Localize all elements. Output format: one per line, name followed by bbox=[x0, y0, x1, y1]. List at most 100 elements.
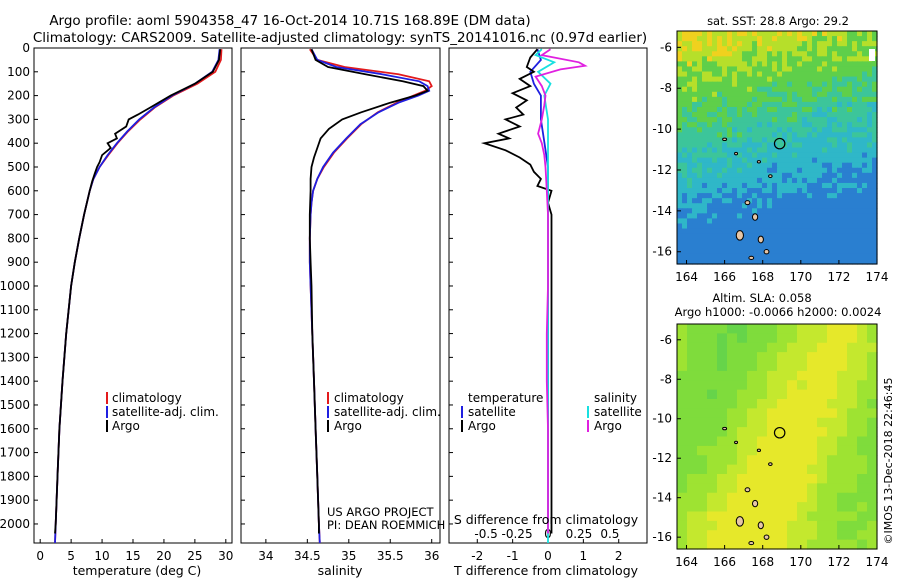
map-cell bbox=[732, 76, 738, 83]
map-cell bbox=[727, 408, 738, 419]
lat-tick-label: -8 bbox=[660, 372, 672, 386]
map-cell bbox=[867, 117, 873, 123]
map-cell bbox=[722, 233, 728, 240]
map-cell bbox=[697, 389, 708, 400]
map-cell bbox=[807, 218, 813, 225]
map-cell bbox=[677, 188, 683, 194]
map-cell bbox=[797, 427, 808, 438]
map-cell bbox=[797, 117, 803, 123]
map-cell bbox=[822, 238, 828, 245]
map-cell bbox=[717, 31, 723, 37]
map-cell bbox=[832, 167, 838, 174]
map-cell bbox=[757, 258, 763, 265]
map-cell bbox=[752, 198, 758, 204]
map-cell bbox=[737, 213, 743, 220]
map-cell bbox=[767, 464, 778, 475]
map-cell bbox=[797, 193, 803, 199]
map-cell bbox=[692, 112, 698, 118]
map-cell bbox=[712, 61, 718, 68]
map-cell bbox=[762, 106, 768, 113]
map-cell bbox=[802, 31, 808, 37]
map-cell bbox=[767, 370, 778, 381]
map-cell bbox=[757, 152, 763, 159]
lon-tick-label: 168 bbox=[751, 555, 774, 569]
map-cell bbox=[792, 86, 798, 93]
map-cell bbox=[682, 61, 688, 68]
map-cell bbox=[742, 81, 748, 88]
map-cell bbox=[697, 172, 703, 179]
map-cell bbox=[782, 203, 788, 209]
depth-tick-label: 1400 bbox=[0, 374, 30, 388]
map-cell bbox=[787, 198, 793, 204]
depth-tick-label: 1700 bbox=[0, 446, 30, 460]
map-cell bbox=[817, 445, 828, 456]
map-cell bbox=[712, 101, 718, 108]
map-cell bbox=[822, 213, 828, 220]
map-cell bbox=[762, 56, 768, 62]
map-cell bbox=[827, 147, 833, 154]
map-cell bbox=[747, 81, 753, 88]
map-cell bbox=[757, 46, 763, 52]
map-cell bbox=[837, 66, 843, 73]
map-cell bbox=[822, 152, 828, 159]
map-cell bbox=[872, 208, 878, 214]
map-cell bbox=[802, 46, 808, 52]
map-cell bbox=[687, 167, 693, 174]
map-cell bbox=[757, 41, 763, 47]
map-cell bbox=[762, 253, 768, 260]
map-cell bbox=[797, 122, 803, 128]
map-cell bbox=[747, 162, 753, 169]
map-cell bbox=[827, 492, 838, 503]
map-cell bbox=[777, 91, 783, 98]
island-shape bbox=[734, 440, 739, 445]
map-cell bbox=[852, 132, 858, 138]
map-cell bbox=[727, 147, 733, 154]
map-cell bbox=[742, 56, 748, 62]
map-cell bbox=[707, 198, 713, 204]
map-cell bbox=[722, 218, 728, 225]
map-cell bbox=[697, 91, 703, 98]
salinity-panel-frame bbox=[240, 47, 441, 544]
map-cell bbox=[757, 61, 763, 68]
map-cell bbox=[737, 167, 743, 174]
map-cell bbox=[737, 380, 748, 391]
map-cell bbox=[737, 361, 748, 372]
map-cell bbox=[827, 172, 833, 179]
map-cell bbox=[862, 91, 868, 98]
map-cell bbox=[702, 137, 708, 144]
map-cell bbox=[847, 352, 858, 363]
map-cell bbox=[782, 213, 788, 220]
map-cell bbox=[787, 233, 793, 240]
map-cell bbox=[782, 41, 788, 47]
map-cell bbox=[767, 112, 773, 118]
map-cell bbox=[802, 162, 808, 169]
map-cell bbox=[682, 106, 688, 113]
map-cell bbox=[737, 474, 748, 484]
map-cell bbox=[837, 333, 848, 344]
map-cell bbox=[742, 101, 748, 108]
map-cell bbox=[832, 91, 838, 98]
map-cell bbox=[762, 112, 768, 118]
map-cell bbox=[827, 223, 833, 230]
map-cell bbox=[772, 248, 778, 255]
map-cell bbox=[702, 253, 708, 260]
map-cell bbox=[692, 147, 698, 154]
map-cell bbox=[707, 132, 713, 138]
map-cell bbox=[732, 172, 738, 179]
map-cell bbox=[867, 31, 873, 37]
map-cell bbox=[837, 117, 843, 123]
map-cell bbox=[857, 81, 863, 88]
map-cell bbox=[787, 177, 793, 184]
map-cell bbox=[732, 112, 738, 118]
map-cell bbox=[842, 172, 848, 179]
argo-float-marker bbox=[773, 137, 786, 150]
map-cell bbox=[692, 132, 698, 138]
map-cell bbox=[812, 127, 818, 133]
lon-tick-label: 170 bbox=[789, 555, 812, 569]
x-tick-label: 36 bbox=[424, 549, 439, 563]
map-cell bbox=[742, 137, 748, 144]
map-cell bbox=[832, 198, 838, 204]
map-cell bbox=[742, 122, 748, 128]
depth-tick-label: 1900 bbox=[0, 493, 30, 507]
map-cell bbox=[802, 253, 808, 260]
